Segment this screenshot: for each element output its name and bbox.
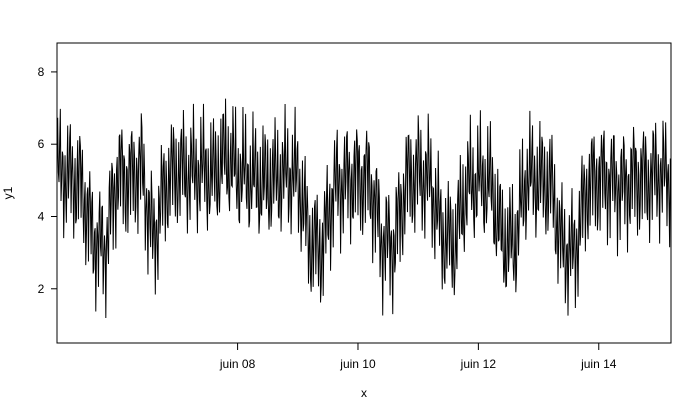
y-tick-label-0: 2: [38, 282, 45, 296]
plot-frame: [56, 42, 672, 344]
series-layer: [56, 98, 672, 319]
x-tick-label-3: juin 14: [580, 357, 617, 371]
y-tick-label-2: 6: [38, 137, 45, 151]
y-tick-label-3: 8: [38, 65, 45, 79]
y1-series-line: [56, 98, 672, 319]
y-axis: 2 4 6 8: [38, 65, 57, 296]
y-axis-label: y1: [1, 186, 15, 199]
x-tick-label-1: juin 10: [339, 357, 376, 371]
x-axis-label: x: [361, 386, 367, 400]
x-tick-label-0: juin 08: [219, 357, 256, 371]
y-tick-label-1: 4: [38, 209, 45, 223]
x-axis: juin 08 juin 10 juin 12 juin 14: [219, 343, 617, 371]
x-tick-label-2: juin 12: [460, 357, 497, 371]
